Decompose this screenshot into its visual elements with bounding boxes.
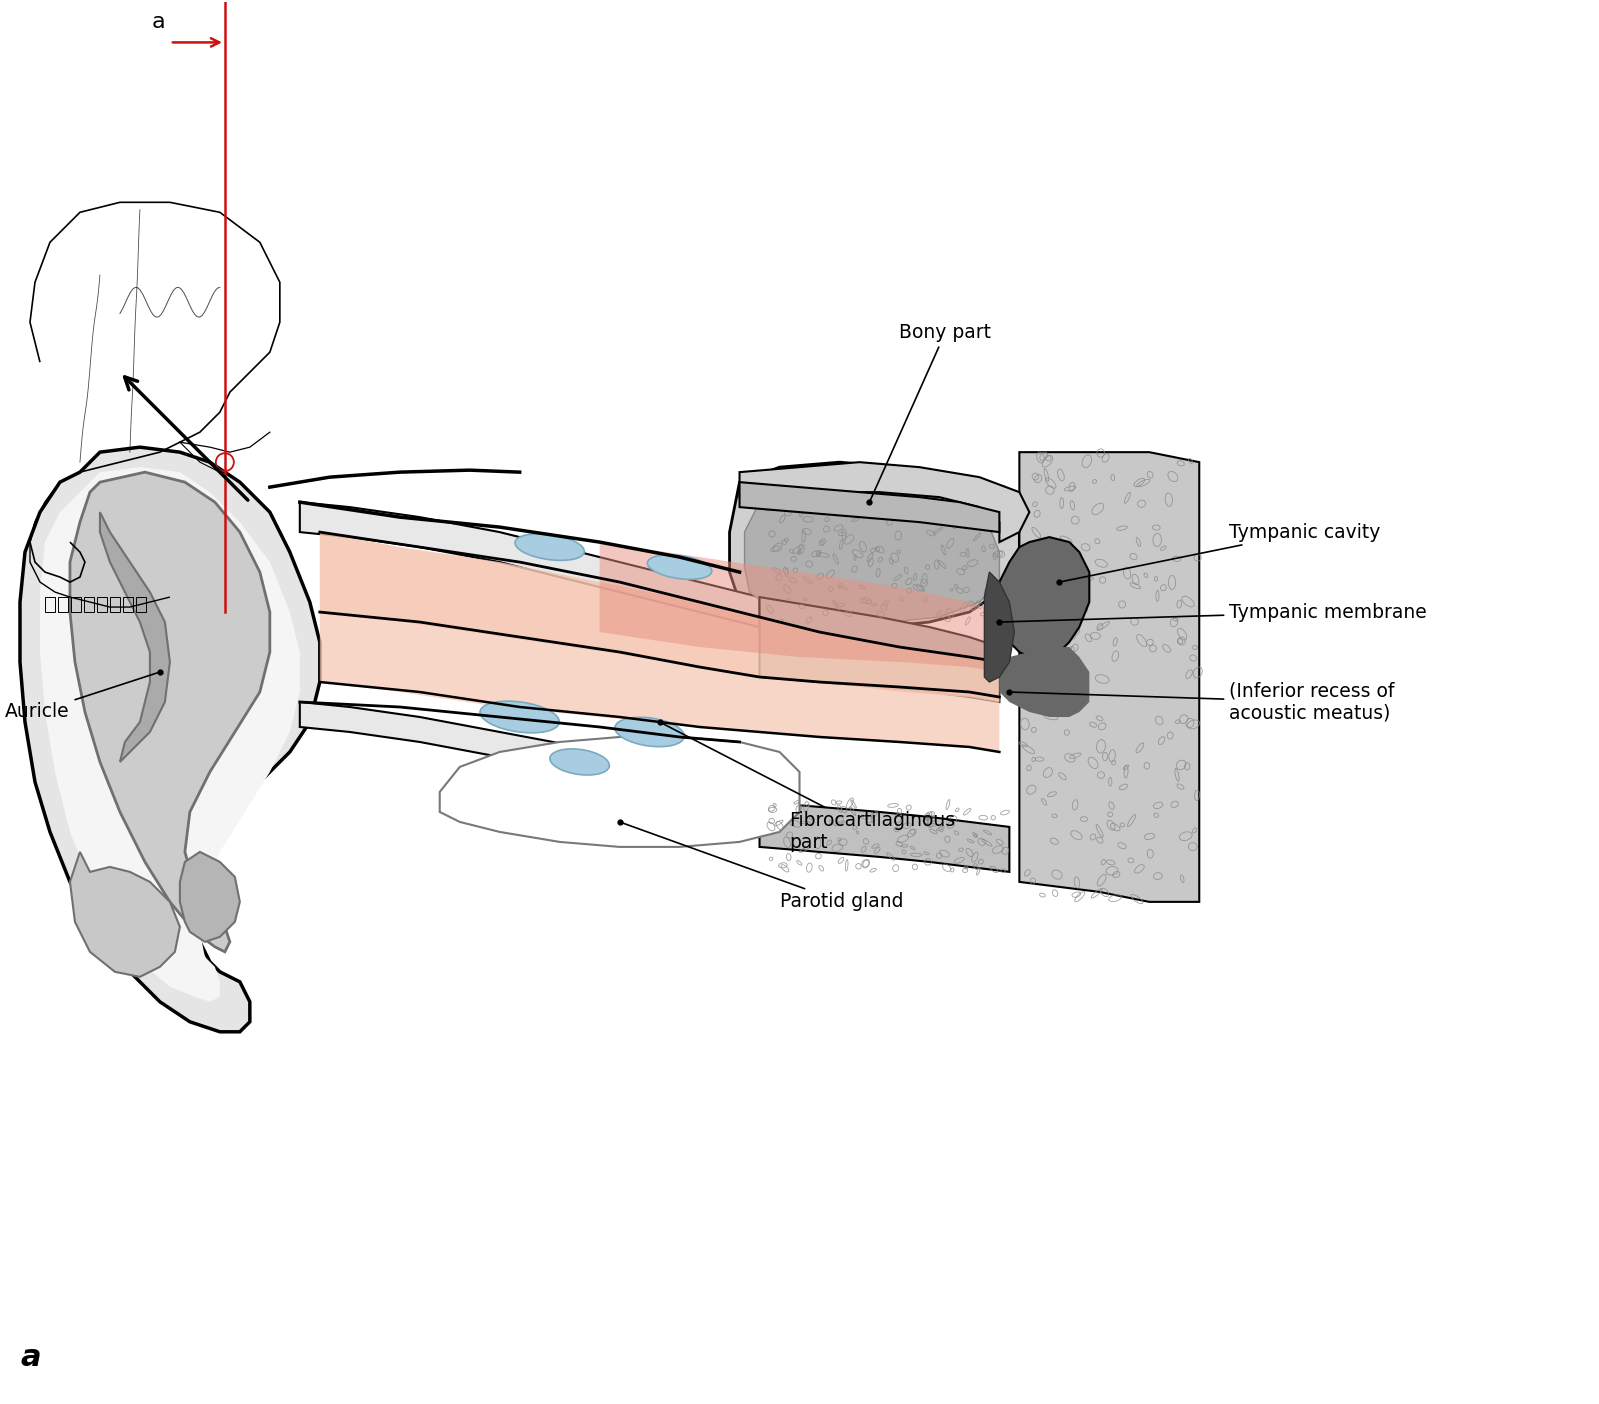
Polygon shape	[301, 702, 760, 802]
Polygon shape	[739, 462, 1030, 542]
Bar	[45, 597, 54, 612]
Text: Tympanic cavity: Tympanic cavity	[1062, 522, 1380, 581]
Bar	[136, 597, 146, 612]
Polygon shape	[70, 852, 181, 977]
Polygon shape	[1020, 452, 1199, 901]
Bar	[123, 597, 133, 612]
Text: (Inferior recess of
acoustic meatus): (Inferior recess of acoustic meatus)	[1012, 681, 1394, 723]
Text: Fibrocartilaginous
part: Fibrocartilaginous part	[662, 723, 956, 852]
Text: Bony part: Bony part	[870, 323, 991, 500]
Polygon shape	[40, 468, 301, 1002]
Bar	[85, 597, 94, 612]
Text: Auricle: Auricle	[5, 673, 157, 722]
Ellipse shape	[616, 717, 684, 747]
Polygon shape	[19, 446, 320, 1032]
Polygon shape	[745, 487, 999, 622]
Ellipse shape	[480, 701, 560, 733]
Polygon shape	[600, 542, 999, 673]
Polygon shape	[99, 512, 169, 762]
Polygon shape	[320, 612, 999, 753]
Polygon shape	[320, 532, 999, 702]
Text: Parotid gland: Parotid gland	[622, 823, 903, 911]
Ellipse shape	[515, 534, 584, 560]
Polygon shape	[70, 472, 270, 952]
Polygon shape	[181, 852, 240, 942]
Text: Tympanic membrane: Tympanic membrane	[1003, 602, 1426, 622]
Polygon shape	[999, 647, 1089, 717]
Polygon shape	[739, 482, 999, 532]
Text: a: a	[152, 13, 165, 32]
Bar	[70, 597, 82, 612]
Polygon shape	[440, 737, 800, 847]
Ellipse shape	[550, 748, 609, 775]
Polygon shape	[301, 503, 760, 628]
Text: a: a	[19, 1342, 40, 1372]
Bar	[58, 597, 67, 612]
Polygon shape	[729, 462, 1020, 628]
Bar	[98, 597, 107, 612]
Polygon shape	[999, 538, 1089, 663]
Bar	[110, 597, 120, 612]
Polygon shape	[760, 597, 999, 702]
Polygon shape	[985, 571, 1014, 682]
Ellipse shape	[648, 555, 712, 580]
Polygon shape	[760, 802, 1009, 872]
